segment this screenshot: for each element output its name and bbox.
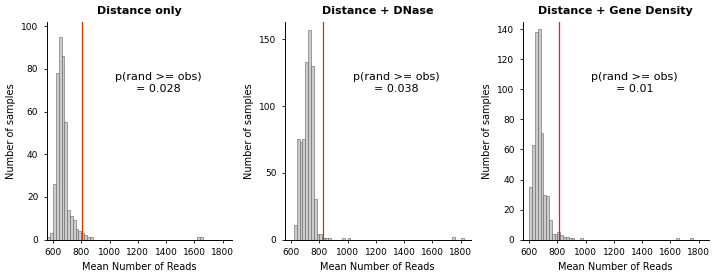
Title: Distance + DNase: Distance + DNase [322,6,433,16]
Bar [566,237,569,240]
Bar [322,238,325,240]
Bar [546,196,549,240]
Bar [90,237,92,240]
Bar [84,235,87,240]
Bar [200,237,203,240]
Bar [557,232,560,240]
Bar [76,229,78,240]
Bar [81,233,84,240]
Y-axis label: Number of samples: Number of samples [482,83,492,178]
Bar [67,210,70,240]
Bar [571,238,574,240]
Bar [197,237,200,240]
Bar [461,238,463,240]
Bar [317,234,319,240]
Bar [535,33,538,240]
Bar [348,238,351,240]
Bar [342,238,345,240]
Bar [308,30,311,240]
X-axis label: Mean Number of Reads: Mean Number of Reads [320,262,435,272]
Bar [529,187,532,240]
Bar [555,234,557,240]
Bar [78,231,81,240]
Bar [552,234,555,240]
Bar [538,29,541,240]
Bar [73,220,76,240]
Bar [325,238,328,240]
Bar [690,238,693,240]
Y-axis label: Number of samples: Number of samples [6,83,16,178]
Bar [580,238,583,240]
Bar [303,139,305,240]
Text: p(rand >= obs)
= 0.038: p(rand >= obs) = 0.038 [353,72,440,94]
Bar [676,238,679,240]
X-axis label: Mean Number of Reads: Mean Number of Reads [82,262,197,272]
Bar [563,237,566,240]
Bar [294,225,297,240]
Bar [314,200,317,240]
Bar [549,220,552,240]
Bar [305,62,308,240]
Title: Distance only: Distance only [98,6,182,16]
Y-axis label: Number of samples: Number of samples [244,83,254,178]
Bar [62,56,65,240]
Bar [50,233,53,240]
Bar [59,37,62,240]
Text: p(rand >= obs)
= 0.028: p(rand >= obs) = 0.028 [115,72,201,94]
Bar [452,237,455,240]
Bar [53,184,56,240]
Bar [560,235,563,240]
Bar [70,216,73,240]
Bar [47,237,50,240]
Title: Distance + Gene Density: Distance + Gene Density [538,6,693,16]
Bar [532,145,535,240]
Bar [65,122,67,240]
Bar [328,238,331,240]
X-axis label: Mean Number of Reads: Mean Number of Reads [559,262,673,272]
Bar [541,133,543,240]
Bar [569,238,571,240]
Bar [311,66,314,240]
Bar [297,139,300,240]
Bar [56,73,59,240]
Bar [543,195,546,240]
Bar [300,142,303,240]
Bar [319,234,322,240]
Bar [87,237,90,240]
Text: p(rand >= obs)
= 0.01: p(rand >= obs) = 0.01 [591,72,678,94]
